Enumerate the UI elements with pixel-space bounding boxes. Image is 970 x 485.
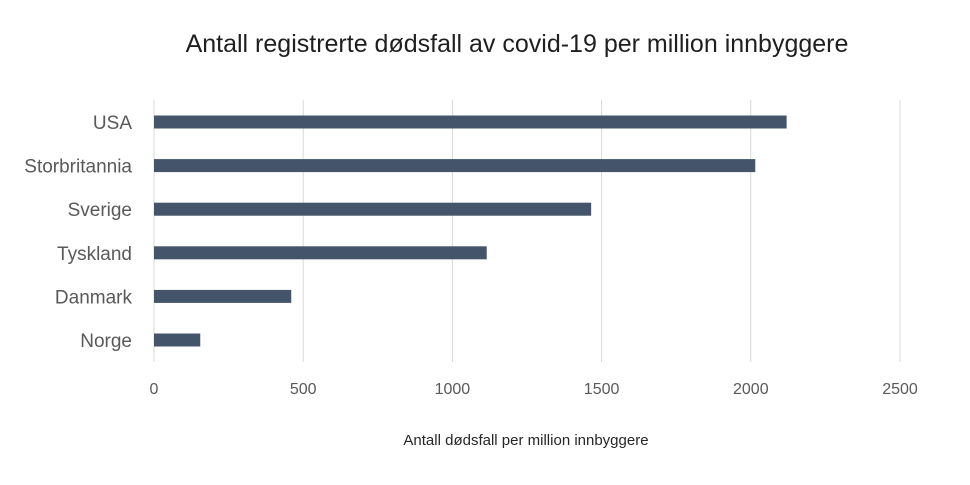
category-label-usa: USA [93,113,132,134]
x-tick-labels: 0 500 1000 1500 2000 2500 [150,381,918,398]
category-label-danmark: Danmark [55,287,133,308]
bar-sverige [154,202,592,216]
chart-title: Antall registrerte dødsfall av covid-19 … [186,30,849,58]
category-label-storbritannia: Storbritannia [24,157,132,178]
x-tick-label-2000: 2000 [733,381,769,398]
x-tick-label-1500: 1500 [584,381,620,398]
bar-norge [154,333,201,347]
bar-usa [154,115,787,129]
x-tick-label-1000: 1000 [435,381,471,398]
x-tick-label-0: 0 [150,381,159,398]
x-tick-label-2500: 2500 [882,381,918,398]
category-labels: USA Storbritannia Sverige Tyskland Danmark No… [24,113,132,352]
bars [154,115,787,347]
x-axis-title: Antall dødsfall per million innbyggere [403,432,648,449]
gridlines [153,100,901,362]
bar-storbritannia [154,159,756,173]
category-label-tyskland: Tyskland [57,244,132,265]
bar-danmark [154,289,292,303]
category-label-sverige: Sverige [68,200,132,221]
x-tick-label-500: 500 [290,381,317,398]
bar-tyskland [154,246,487,260]
category-label-norge: Norge [80,331,132,352]
